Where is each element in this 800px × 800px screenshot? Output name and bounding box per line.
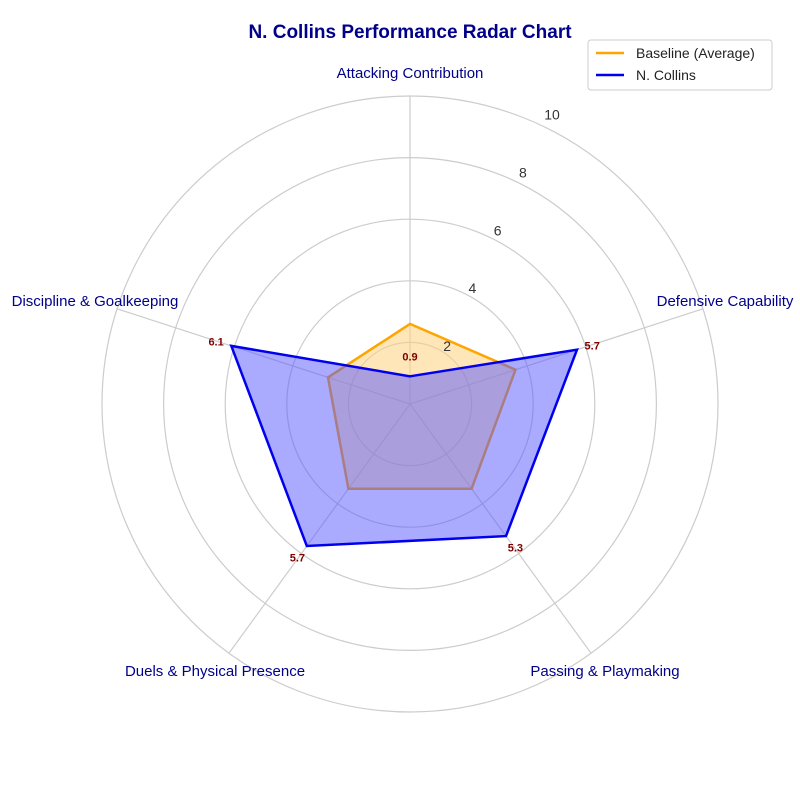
labels-layer: 2 4 6 8 10 Attacking Contribution Defensive Ca… bbox=[12, 65, 794, 680]
value-label-2: 5.3 bbox=[508, 542, 523, 554]
value-label-4: 6.1 bbox=[208, 337, 223, 349]
value-label-0: 0.9 bbox=[402, 351, 417, 363]
category-label-4: Discipline & Goalkeeping bbox=[12, 293, 179, 310]
r-tick-label-10: 10 bbox=[544, 106, 560, 122]
value-label-1: 5.7 bbox=[585, 340, 600, 352]
legend: Baseline (Average) N. Collins bbox=[587, 39, 773, 91]
legend-entry-collins: N. Collins bbox=[636, 67, 696, 83]
category-label-3: Duels & Physical Presence bbox=[125, 663, 305, 680]
r-tick-label-2: 2 bbox=[443, 338, 451, 354]
series-layer bbox=[229, 322, 579, 548]
category-label-2: Passing & Playmaking bbox=[530, 663, 679, 680]
value-label-3: 5.7 bbox=[290, 552, 305, 564]
category-label-1: Defensive Capability bbox=[657, 293, 794, 310]
series-polygon-1 bbox=[229, 344, 579, 548]
r-tick-label-8: 8 bbox=[519, 164, 527, 180]
legend-box bbox=[587, 39, 773, 91]
category-label-0: Attacking Contribution bbox=[337, 65, 484, 82]
r-tick-label-4: 4 bbox=[469, 280, 477, 296]
r-tick-label-6: 6 bbox=[494, 222, 502, 238]
chart-title: N. Collins Performance Radar Chart bbox=[248, 22, 572, 43]
legend-entry-baseline: Baseline (Average) bbox=[636, 45, 755, 61]
